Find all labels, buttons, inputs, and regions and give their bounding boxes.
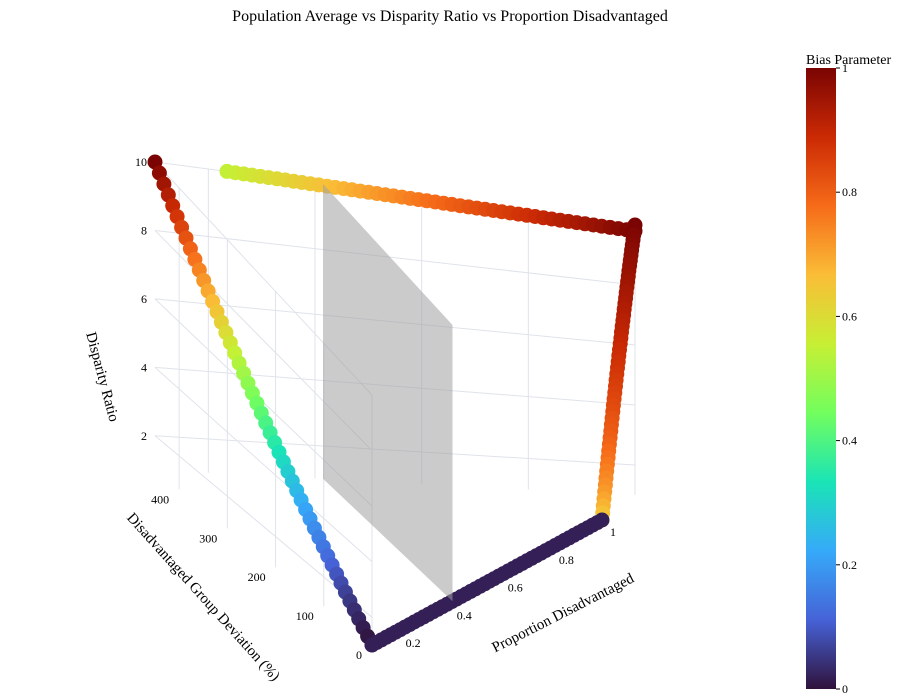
z-tick-label: 10 (135, 155, 147, 169)
colorbar (806, 68, 836, 689)
plane-surface (323, 184, 453, 602)
x-tick-label: 0.4 (457, 608, 472, 622)
colorbar-tick-label: 0.6 (842, 309, 857, 323)
colorbar-tick-label: 0.2 (842, 558, 857, 572)
grid-line (154, 366, 373, 563)
data-points (147, 154, 643, 653)
chart-title: Population Average vs Disparity Ratio vs… (232, 8, 668, 25)
z-axis-label: Disparity Ratio (82, 330, 121, 423)
y-tick-label: 400 (151, 492, 169, 506)
z-tick-label: 6 (141, 292, 147, 306)
x-tick-label: 0.2 (406, 636, 421, 650)
y-tick-label: 100 (296, 609, 314, 623)
x-tick-label: 0.8 (559, 553, 574, 567)
colorbar-tick-label: 0.4 (842, 434, 857, 448)
colorbar-tick-label: 1 (842, 61, 848, 75)
reference-plane (323, 184, 453, 602)
z-tick-label: 4 (141, 360, 147, 374)
colorbar-title: Bias Parameter (806, 53, 891, 68)
y-tick-label: 0 (356, 648, 362, 662)
z-tick-label: 2 (141, 429, 147, 443)
colorbar-tick-label: 0 (842, 682, 848, 696)
grid-line (154, 229, 636, 286)
x-tick-label: 0.6 (508, 581, 523, 595)
data-point (364, 637, 380, 653)
colorbar-ticks: 0 0.2 0.4 0.6 0.8 1 (836, 61, 857, 696)
colorbar-tick-label: 0.8 (842, 185, 857, 199)
y-tick-label: 300 (199, 531, 217, 545)
y-tick-label: 200 (248, 570, 266, 584)
z-tick-label: 8 (141, 223, 147, 237)
x-tick-label: 1 (610, 525, 616, 539)
